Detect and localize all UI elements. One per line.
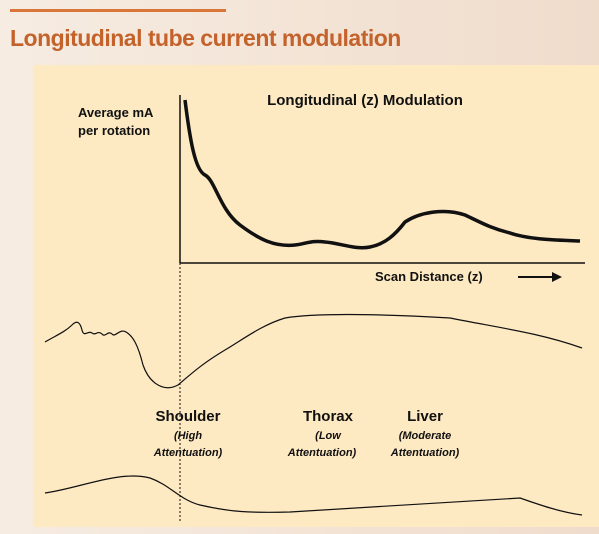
body-profile (44, 475, 583, 516)
arrow-head (552, 272, 562, 282)
header-rule (10, 9, 226, 12)
header-title: Longitudinal tube current modulation (10, 25, 401, 51)
modulation-curve (183, 99, 581, 250)
region-note: Attentuation) (287, 447, 357, 459)
region-note: (High (174, 430, 202, 442)
graph-title: Longitudinal (z) Modulation (267, 92, 463, 109)
region-name: Liver (407, 408, 443, 425)
region-note: Attentuation) (153, 447, 223, 459)
region-note: Attentuation) (390, 447, 460, 459)
x-label: Scan Distance (z) (375, 269, 483, 284)
y-label: per rotation (78, 123, 150, 138)
y-label: Average mA (78, 105, 154, 120)
region-name: Shoulder (155, 408, 220, 425)
panel (33, 65, 599, 527)
body-profile (44, 313, 583, 389)
region-name: Thorax (303, 408, 354, 425)
region-note: (Low (315, 430, 342, 442)
region-note: (Moderate (399, 430, 452, 442)
